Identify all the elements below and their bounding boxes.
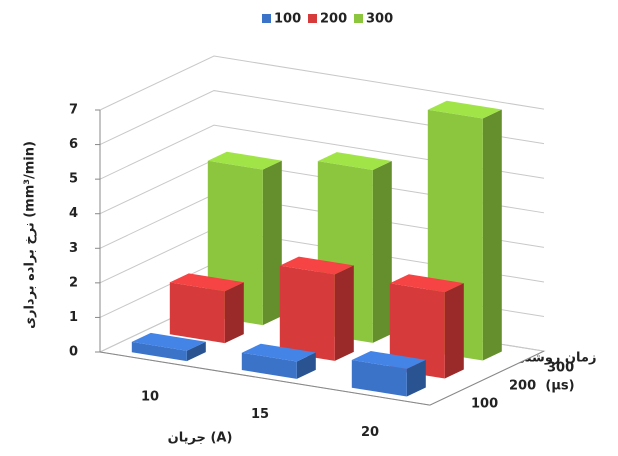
axis-line [429, 350, 545, 406]
bar-top [241, 343, 316, 362]
legend-label: 300 [366, 12, 393, 27]
bar-top [351, 351, 426, 369]
bar-top [169, 273, 244, 292]
bar [389, 274, 464, 379]
bar-side [406, 359, 426, 397]
bar [279, 256, 354, 361]
z-tick-label: 100 [471, 397, 498, 412]
legend-label: 100 [274, 12, 301, 27]
bar-top [427, 100, 502, 119]
bar [169, 273, 244, 344]
z-tick-label: 300 [547, 361, 574, 376]
x-tick-label: 10 [141, 389, 159, 404]
bar-top [389, 274, 464, 293]
grid-line [99, 55, 545, 111]
bar-front [241, 352, 297, 379]
bar [351, 351, 426, 397]
y-tick-label: 5 [69, 172, 78, 187]
bar-top [279, 256, 354, 275]
bar-side [444, 283, 464, 379]
legend-swatch [354, 14, 363, 23]
bar-front [279, 265, 335, 361]
z-axis-label: (µs) [545, 379, 574, 394]
bar-side [372, 160, 392, 343]
x-tick-label: 20 [361, 425, 379, 440]
bar-top [131, 332, 206, 351]
bar [131, 332, 206, 362]
x-axis-label: جریان (A) [168, 431, 233, 446]
x-tick-label: 15 [251, 407, 269, 422]
bar [241, 343, 316, 379]
bar-side [296, 352, 316, 379]
y-tick-label: 1 [69, 310, 78, 325]
bar-side [186, 341, 206, 362]
bar-top [207, 151, 282, 170]
axis-line [99, 351, 431, 406]
y-tick-label: 7 [69, 103, 78, 118]
z-tick-label: 200 [509, 379, 536, 394]
bar-top [317, 152, 392, 170]
bar-front [131, 341, 187, 362]
y-axis-label: نرخ براده برداری (mm³/min) [23, 141, 38, 329]
bar-front [389, 283, 445, 379]
y-tick-label: 0 [69, 345, 78, 360]
y-tick-label: 4 [69, 206, 78, 221]
bar-side [224, 282, 244, 344]
legend-label: 200 [320, 12, 347, 27]
legend-swatch [262, 14, 271, 23]
bar-front [169, 282, 225, 344]
bar-front [351, 360, 407, 397]
bar-side [334, 265, 354, 361]
y-tick-label: 3 [69, 241, 78, 256]
y-tick-label: 6 [69, 137, 78, 152]
bar-side [482, 109, 502, 361]
legend-swatch [308, 14, 317, 23]
bar-side [262, 160, 282, 326]
y-tick-label: 2 [69, 275, 78, 290]
